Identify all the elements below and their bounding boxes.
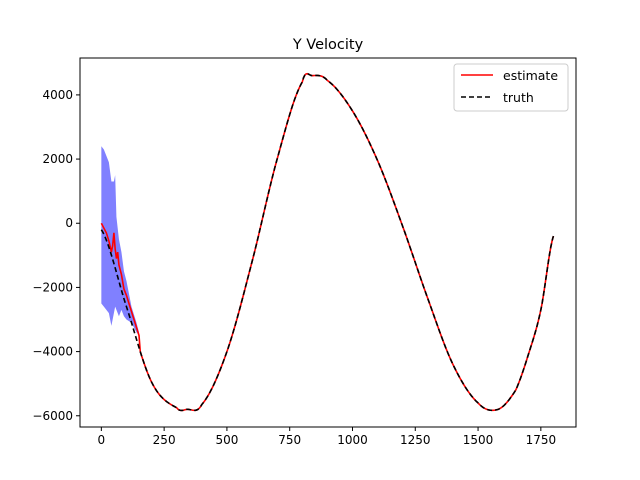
x-tick-label: 250 [153, 433, 176, 447]
axes: 0 250 500 750 1000 1250 1500 1750 −6000 −4000 −200… [32, 57, 577, 447]
y-tick-label: 2000 [42, 152, 73, 166]
x-tick-label: 1500 [463, 433, 494, 447]
plot-area [100, 72, 555, 412]
chart-title: Y Velocity [292, 37, 364, 53]
plot-content [100, 72, 555, 412]
y-tick-label: −6000 [32, 409, 73, 423]
x-tick-label: 0 [98, 433, 106, 447]
y-tick-label: 0 [65, 216, 73, 230]
y-tick-label: 4000 [42, 88, 73, 102]
y-tick-label: −4000 [32, 345, 73, 359]
uncertainty-band [101, 146, 140, 336]
legend-estimate-label: estimate [503, 68, 558, 83]
x-tick-label: 1750 [526, 433, 557, 447]
x-tick-label: 1000 [337, 433, 368, 447]
legend: estimate truth [453, 63, 569, 112]
x-tick-label: 750 [278, 433, 301, 447]
legend-truth-label: truth [503, 90, 534, 105]
x-tick-label: 1250 [400, 433, 431, 447]
axes-frame [79, 57, 577, 428]
series-truth-line [100, 72, 555, 412]
y-tick-label: −2000 [32, 280, 73, 294]
x-tick-label: 500 [215, 433, 238, 447]
